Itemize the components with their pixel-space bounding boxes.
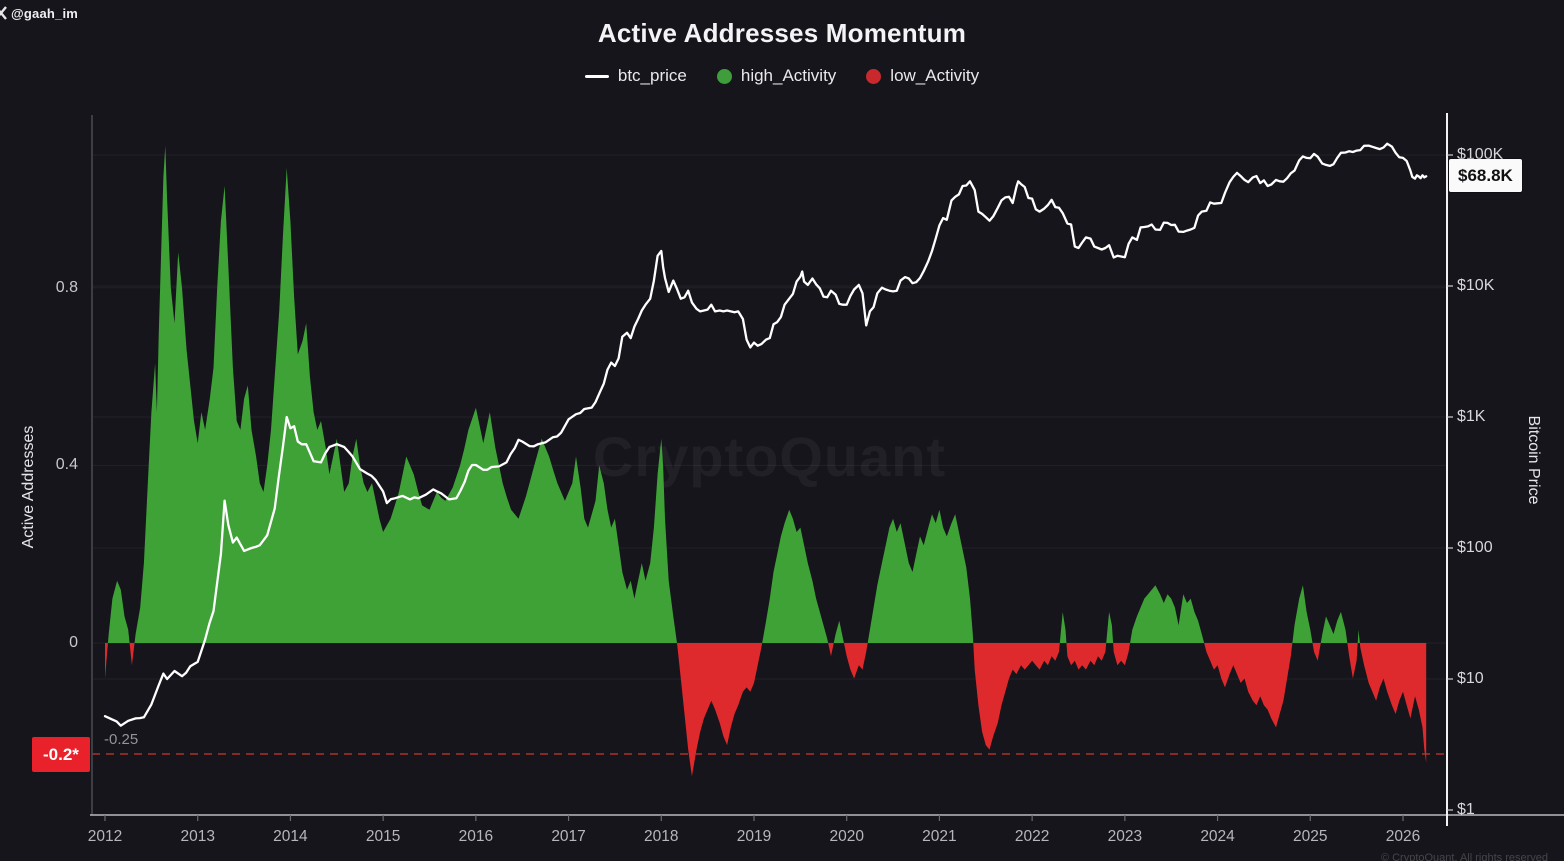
legend-label: low_Activity <box>890 66 980 85</box>
chart-title: Active Addresses Momentum <box>597 18 967 48</box>
dot-marker-icon <box>716 68 732 84</box>
legend: btc_price high_Activity low_Activity <box>0 66 1564 86</box>
threshold-label: -0.25 <box>104 731 139 748</box>
dot-marker-icon <box>866 68 882 84</box>
legend-item-low-activity[interactable]: low_Activity <box>866 66 979 86</box>
left-axis-title: Active Addresses <box>20 425 37 549</box>
high-activity-area <box>105 145 1427 643</box>
copyright-note: © CryptoQuant. All rights reserved <box>1380 852 1548 861</box>
legend-label: btc_price <box>617 66 687 85</box>
author-handle: @gaah_im <box>0 5 78 21</box>
legend-label: high_Activity <box>740 66 837 85</box>
legend-item-high-activity[interactable]: high_Activity <box>716 66 837 86</box>
btc-price-current-badge: $68.8K <box>1449 159 1522 192</box>
btc-price-line <box>103 142 1428 727</box>
x-logo-icon <box>0 6 7 20</box>
momentum-current-badge: -0.2* <box>32 737 90 772</box>
author-handle-text: @gaah_im <box>11 5 79 21</box>
right-axis-title: Bitcoin Price <box>1525 415 1542 505</box>
legend-item-btc-price[interactable]: btc_price <box>584 66 687 86</box>
line-marker-icon <box>584 74 609 78</box>
